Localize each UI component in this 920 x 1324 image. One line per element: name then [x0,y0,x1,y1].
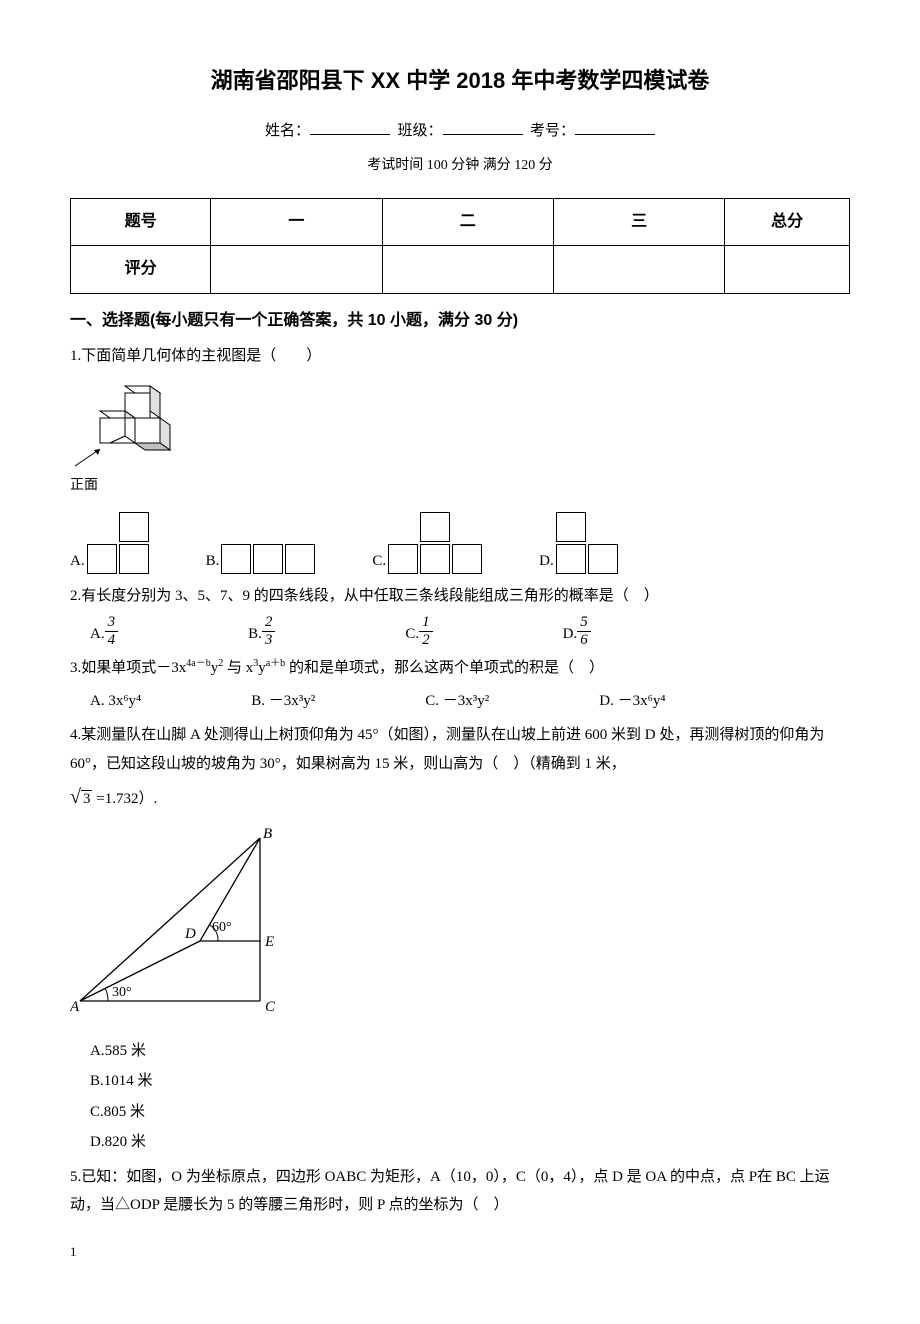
shape-b-icon [219,542,317,576]
svg-text:E: E [264,934,274,950]
id-label: 考号： [530,123,575,139]
col-total: 总分 [725,198,850,245]
class-blank[interactable] [443,120,523,135]
question-5: 5.已知：如图，O 为坐标原点，四边形 OABC 为矩形，A（10，0），C（0… [70,1163,850,1220]
q4-option-b[interactable]: B.1014 米 [90,1067,850,1096]
score-table-header-row: 题号 一 二 三 总分 [71,198,850,245]
col-2: 二 [382,198,553,245]
score-table: 题号 一 二 三 总分 评分 [70,198,850,294]
score-cell-3[interactable] [553,246,724,293]
svg-text:B: B [263,826,272,842]
svg-text:60°: 60° [212,920,232,935]
opt-label: B. [248,620,262,649]
opt-b-label: B. [206,547,220,576]
triangle-diagram-icon: A C B D E 30° 60° [70,826,300,1016]
q1-option-b[interactable]: B. [206,542,318,576]
q2-text: 2.有长度分别为 3、5、7、9 的四条线段，从中任取三条线段能组成三角形的概率… [70,582,850,611]
question-1: 1.下面简单几何体的主视图是（ ） 正面 A. B. [70,342,850,576]
question-3: 3.如果单项式－3x4a－by2 与 x3ya＋b 的和是单项式，那么这两个单项… [70,654,850,715]
class-label: 班级： [397,123,442,139]
q2-option-b[interactable]: B. 23 [248,614,275,648]
section-1-header: 一、选择题(每小题只有一个正确答案，共 10 小题，满分 30 分) [70,306,850,336]
shape-d-icon [554,510,620,576]
score-table-score-row: 评分 [71,246,850,293]
q1-option-c[interactable]: C. [372,510,484,576]
q1-text: 1.下面简单几何体的主视图是（ ） [70,342,850,371]
q1-option-a[interactable]: A. [70,510,151,576]
shape-c-icon [386,510,484,576]
svg-text:A: A [70,999,80,1015]
question-2: 2.有长度分别为 3、5、7、9 的四条线段，从中任取三条线段能组成三角形的概率… [70,582,850,649]
score-cell-total[interactable] [725,246,850,293]
opt-label: A. [90,620,105,649]
q3-options: A. 3x⁶y⁴ B. －3x³y² C. －3x³y² D. －3x⁶y⁴ [70,687,850,716]
q4-option-d[interactable]: D.820 米 [90,1128,850,1157]
q1-option-d[interactable]: D. [539,510,620,576]
opt-c-label: C. [372,547,386,576]
svg-text:D: D [184,926,196,942]
q5-text: 5.已知：如图，O 为坐标原点，四边形 OABC 为矩形，A（10，0），C（0… [70,1163,850,1220]
col-1: 一 [211,198,382,245]
exam-title: 湖南省邵阳县下 XX 中学 2018 年中考数学四模试卷 [70,60,850,102]
q4-figure: A C B D E 30° 60° [70,826,850,1027]
question-4: 4.某测量队在山脚 A 处测得山上树顶仰角为 45°（如图），测量队在山坡上前进… [70,721,850,1157]
svg-text:C: C [265,999,276,1015]
q3-option-a[interactable]: A. 3x⁶y⁴ [90,687,141,716]
q2-option-a[interactable]: A. 34 [90,614,118,648]
name-blank[interactable] [310,120,390,135]
q2-options: A. 34 B. 23 C. 12 D. 56 [70,614,850,648]
q2-option-c[interactable]: C. 12 [405,614,432,648]
q3-option-b[interactable]: B. －3x³y² [251,687,315,716]
name-label: 姓名： [265,123,310,139]
row-label: 评分 [71,246,211,293]
score-cell-2[interactable] [382,246,553,293]
score-cell-1[interactable] [211,246,382,293]
q4-options: A.585 米 B.1014 米 C.805 米 D.820 米 [70,1037,850,1157]
shape-a-icon [85,510,151,576]
q4-text: 4.某测量队在山脚 A 处测得山上树顶仰角为 45°（如图），测量队在山坡上前进… [70,721,850,816]
sqrt-icon: √3 [70,778,92,816]
col-3: 三 [553,198,724,245]
exam-info: 考试时间 100 分钟 满分 120 分 [70,153,850,180]
opt-a-label: A. [70,547,85,576]
page-number: 1 [70,1240,850,1265]
svg-text:30°: 30° [112,985,132,1000]
opt-label: D. [563,620,578,649]
col-label: 题号 [71,198,211,245]
q2-option-d[interactable]: D. 56 [563,614,591,648]
cube-figure-icon [70,381,200,481]
q3-text: 3.如果单项式－3x4a－by2 与 x3ya＋b 的和是单项式，那么这两个单项… [70,654,850,683]
q3-option-c[interactable]: C. －3x³y² [425,687,489,716]
q4-option-c[interactable]: C.805 米 [90,1098,850,1127]
q3-option-d[interactable]: D. －3x⁶y⁴ [599,687,665,716]
opt-label: C. [405,620,419,649]
q4-option-a[interactable]: A.585 米 [90,1037,850,1066]
q1-options: A. B. C. D. [70,510,850,576]
student-info-line: 姓名： 班级： 考号： [70,117,850,146]
opt-d-label: D. [539,547,554,576]
id-blank[interactable] [575,120,655,135]
q1-figure: 正面 [70,381,850,500]
